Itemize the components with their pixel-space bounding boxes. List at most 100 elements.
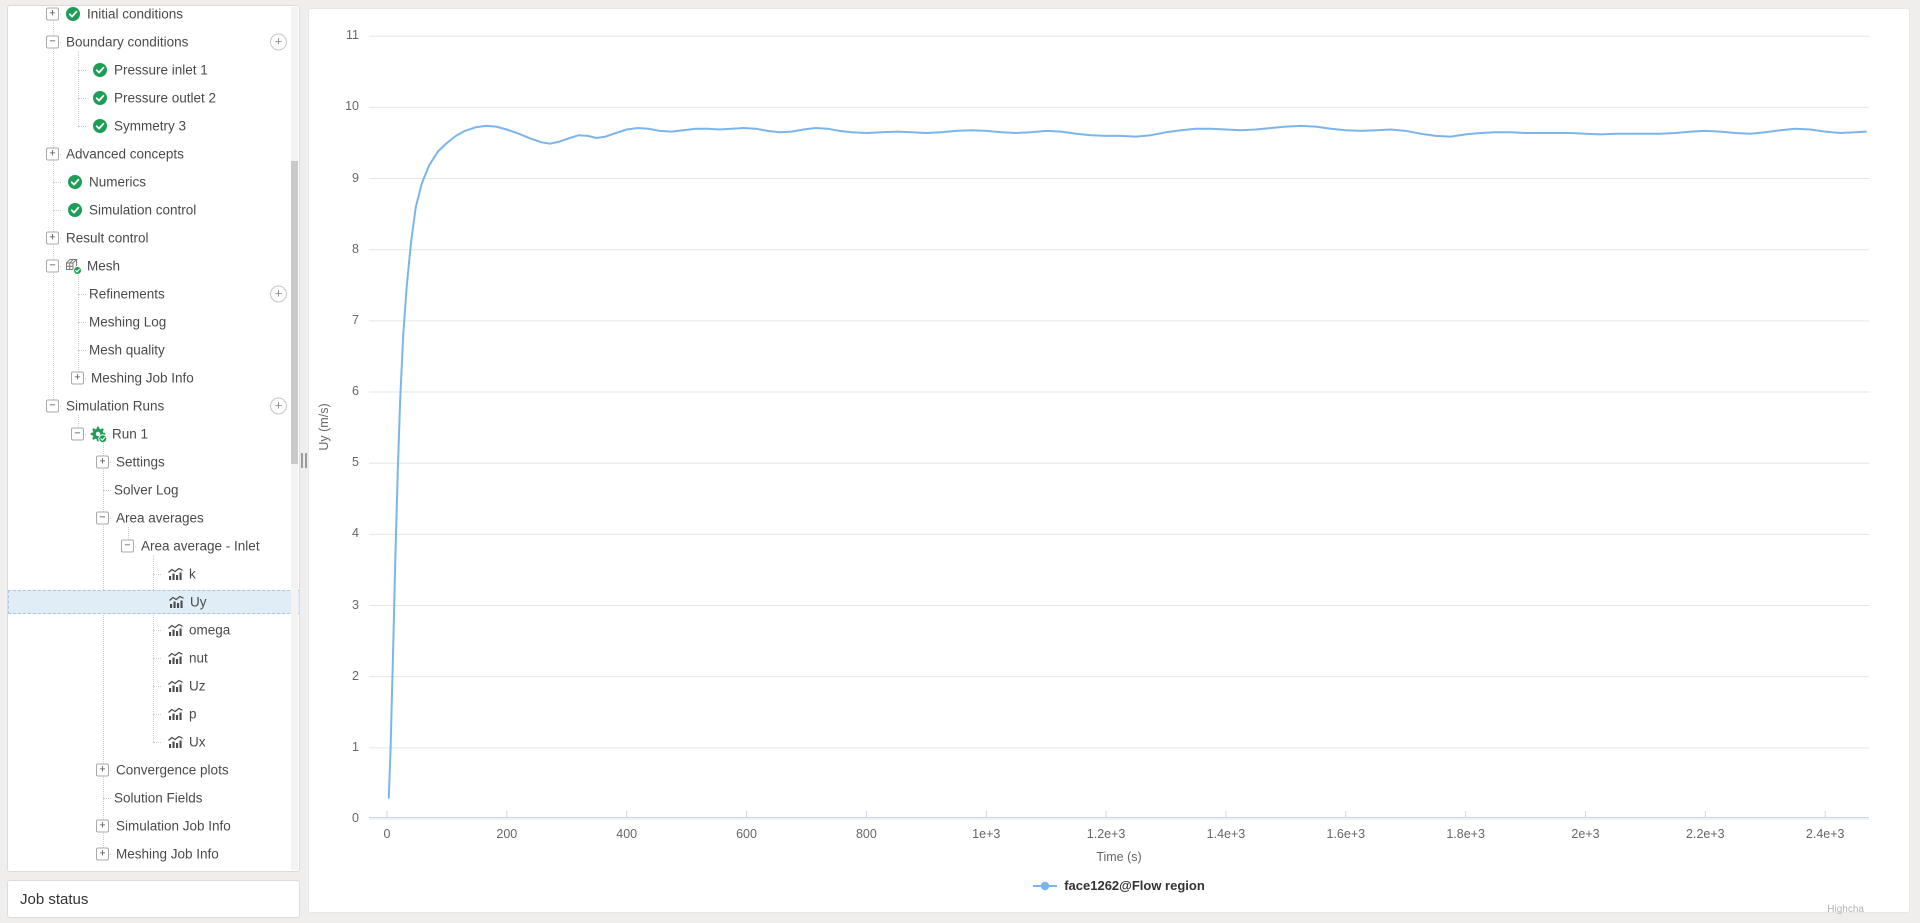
- expand-toggle-icon[interactable]: +: [96, 763, 109, 777]
- tree-item-simulation-job-info[interactable]: + Simulation Job Info: [8, 814, 293, 838]
- tree-item-label: Simulation Job Info: [116, 818, 231, 834]
- tree-item-simulation-control[interactable]: Simulation control: [8, 198, 293, 222]
- status-check-icon: [91, 89, 109, 107]
- highcharts-credit[interactable]: Highcha: [1827, 904, 1864, 915]
- status-check-icon: [91, 117, 109, 135]
- tree-item-ux[interactable]: Ux: [8, 730, 293, 754]
- tree-connector-line: [77, 70, 86, 71]
- tree-item-label: Run 1: [112, 426, 149, 442]
- tree-item-area-average-inlet[interactable]: − Area average - Inlet: [8, 534, 293, 558]
- tree-item-pressure-outlet-2[interactable]: Pressure outlet 2: [8, 86, 293, 110]
- result-plot-icon: [166, 565, 184, 583]
- tree-item-refinements[interactable]: Refinements +: [8, 282, 293, 306]
- tree-item-meshing-job-info[interactable]: + Meshing Job Info: [8, 842, 293, 866]
- panel-splitter-grip[interactable]: [301, 453, 303, 468]
- collapse-toggle-icon[interactable]: −: [46, 399, 59, 413]
- tree-connector-line: [77, 415, 79, 434]
- tree-item-boundary-conditions[interactable]: − Boundary conditions +: [8, 30, 293, 54]
- panel-splitter-grip[interactable]: [304, 453, 307, 468]
- expand-toggle-icon[interactable]: +: [96, 819, 109, 833]
- simulation-run-gear-icon: [89, 425, 107, 443]
- y-axis-tick-label: 9: [352, 170, 359, 185]
- expand-toggle-icon[interactable]: +: [96, 455, 109, 469]
- tree-item-nut[interactable]: nut: [8, 646, 293, 670]
- tree-item-simulation-runs[interactable]: − Simulation Runs +: [8, 394, 293, 418]
- expand-toggle-icon[interactable]: +: [46, 147, 59, 161]
- tree-item-meshing-job-info[interactable]: + Meshing Job Info: [8, 366, 293, 390]
- y-axis-tick-label: 3: [352, 597, 359, 612]
- tree-item-label: Meshing Job Info: [91, 370, 194, 386]
- tree-item-area-averages[interactable]: − Area averages: [8, 506, 293, 530]
- tree-item-meshing-log[interactable]: Meshing Log: [8, 310, 293, 334]
- tree-item-solution-fields[interactable]: Solution Fields: [8, 786, 293, 810]
- legend-series-label: face1262@Flow region: [1064, 878, 1205, 893]
- collapse-toggle-icon[interactable]: −: [96, 511, 109, 525]
- tree-item-omega[interactable]: omega: [8, 618, 293, 642]
- tree-item-k[interactable]: k: [8, 562, 293, 586]
- collapse-toggle-icon[interactable]: −: [46, 35, 59, 49]
- job-status-bar[interactable]: Job status: [7, 880, 300, 918]
- tree-item-numerics[interactable]: Numerics: [8, 170, 293, 194]
- tree-item-label: Mesh: [87, 258, 121, 274]
- tree-item-label: Pressure outlet 2: [114, 90, 217, 106]
- result-plot-icon: [166, 621, 184, 639]
- collapse-toggle-icon[interactable]: −: [46, 259, 59, 273]
- tree-item-uz[interactable]: Uz: [8, 674, 293, 698]
- tree-item-label: Result control: [66, 230, 149, 246]
- tree-item-pressure-inlet-1[interactable]: Pressure inlet 1: [8, 58, 293, 82]
- x-axis-tick-label: 400: [616, 827, 638, 841]
- tree-item-label: Simulation control: [89, 202, 197, 218]
- collapse-toggle-icon[interactable]: −: [121, 539, 134, 553]
- y-axis-tick-label: 6: [352, 384, 359, 399]
- tree-scrollbar-thumb[interactable]: [291, 161, 298, 464]
- tree-connector-line: [127, 527, 129, 546]
- tree-item-mesh-quality[interactable]: Mesh quality: [8, 338, 293, 362]
- tree-item-settings[interactable]: + Settings: [8, 450, 293, 474]
- status-check-icon: [66, 173, 84, 191]
- x-axis-tick-label: 2e+3: [1571, 827, 1600, 841]
- add-item-button[interactable]: +: [270, 285, 287, 303]
- tree-item-label: Meshing Log: [89, 314, 167, 330]
- tree-connector-line: [152, 658, 161, 659]
- expand-toggle-icon[interactable]: +: [46, 7, 59, 21]
- result-plot-icon: [166, 649, 184, 667]
- tree-connector-line: [77, 322, 86, 323]
- tree-item-label: Meshing Job Info: [116, 846, 219, 862]
- tree-item-label: Solver Log: [114, 482, 179, 498]
- tree-item-advanced-concepts[interactable]: + Advanced concepts: [8, 142, 293, 166]
- tree-item-label: Convergence plots: [116, 762, 229, 778]
- tree-connector-line: [52, 182, 61, 183]
- tree-connector-line: [152, 714, 161, 715]
- x-axis-tick-label: 1.6e+3: [1326, 827, 1366, 841]
- chart-legend[interactable]: face1262@Flow region: [369, 878, 1869, 893]
- tree-item-mesh[interactable]: − Mesh: [8, 254, 293, 278]
- tree-connector-line: [102, 443, 104, 854]
- add-item-button[interactable]: +: [270, 33, 287, 51]
- tree-connector-line: [152, 630, 161, 631]
- mesh-icon: [64, 257, 82, 275]
- tree-scrollbar-track[interactable]: [291, 7, 298, 870]
- tree-item-uy[interactable]: Uy: [8, 590, 299, 614]
- tree-item-label: nut: [189, 650, 208, 666]
- add-item-button[interactable]: +: [270, 397, 287, 415]
- collapse-toggle-icon[interactable]: −: [71, 427, 84, 441]
- y-axis-title: Uy (m/s): [317, 403, 331, 451]
- tree-item-p[interactable]: p: [8, 702, 293, 726]
- expand-toggle-icon[interactable]: +: [96, 847, 109, 861]
- expand-toggle-icon[interactable]: +: [71, 371, 84, 385]
- status-check-icon: [66, 201, 84, 219]
- line-chart[interactable]: [309, 9, 1911, 914]
- y-axis-tick-label: 7: [352, 312, 359, 327]
- expand-toggle-icon[interactable]: +: [46, 231, 59, 245]
- x-axis-tick-label: 2.2e+3: [1686, 827, 1725, 841]
- tree-item-symmetry-3[interactable]: Symmetry 3: [8, 114, 293, 138]
- tree-item-result-control[interactable]: + Result control: [8, 226, 293, 250]
- tree-item-convergence-plots[interactable]: + Convergence plots: [8, 758, 293, 782]
- tree-item-initial-conditions[interactable]: + Initial conditions: [8, 6, 293, 26]
- tree-connector-line: [77, 275, 79, 378]
- tree-item-run-1[interactable]: − Run 1: [8, 422, 293, 446]
- result-chart-panel: 0 1 2 3 4 5 6 7 8 9 10 11 0 200 400 600 800 1e+3 1.2e+3 1.4…: [308, 8, 1911, 915]
- tree-item-label: Ux: [189, 734, 206, 750]
- y-axis-tick-label: 8: [352, 241, 359, 256]
- tree-item-solver-log[interactable]: Solver Log: [8, 478, 293, 502]
